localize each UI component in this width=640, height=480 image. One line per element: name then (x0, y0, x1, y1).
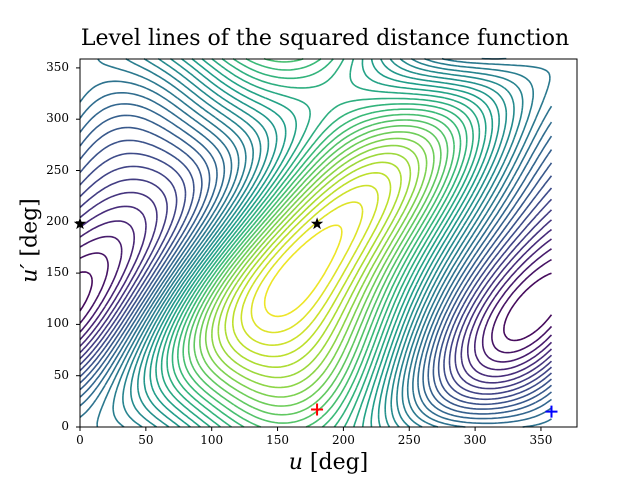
contour-level (232, 172, 392, 358)
x-unit: [deg] (302, 450, 369, 475)
chart-title: Level lines of the squared distance func… (80, 26, 570, 51)
plus-marker-icon (545, 405, 558, 418)
contour-level (79, 114, 553, 415)
contour-level (166, 58, 474, 428)
contour-level (250, 201, 364, 334)
contour-level (130, 57, 515, 428)
axes-frame (79, 58, 578, 428)
y-tick-label: 50 (53, 367, 69, 382)
tick-marks (76, 67, 542, 431)
contour-level (122, 58, 524, 428)
x-tick-label: 100 (200, 433, 224, 447)
contour-level (240, 184, 379, 346)
x-var: u (288, 450, 303, 475)
contour-level (204, 137, 428, 398)
contour-level (193, 125, 442, 416)
star-marker-icon (310, 217, 324, 230)
contour-level (79, 191, 553, 384)
contour-level (224, 161, 402, 368)
contour-level (263, 224, 343, 318)
contour-level (149, 58, 494, 428)
contour-level (160, 58, 481, 428)
y-tick-label: 150 (46, 265, 69, 280)
y-tick-label: 100 (46, 316, 69, 331)
x-axis-label: u [deg] (80, 450, 577, 475)
contour-level (171, 58, 468, 428)
contour-level (211, 144, 420, 389)
contour-level (79, 220, 553, 371)
x-tick-label: 350 (529, 433, 553, 447)
contour-level (79, 165, 553, 395)
contour-level (137, 58, 508, 428)
star-marker-icon (73, 217, 87, 230)
y-tick-label: 350 (46, 59, 69, 74)
contour-level (79, 235, 553, 363)
contour-level (96, 57, 551, 428)
contour-level (79, 92, 553, 425)
contour-level (187, 119, 449, 424)
contour-level (143, 58, 500, 428)
x-tick-label: 250 (397, 433, 421, 447)
y-tick-label: 250 (46, 162, 69, 177)
x-tick-label: 150 (266, 433, 289, 447)
x-tick-label: 0 (76, 433, 84, 447)
contour-level (79, 57, 553, 428)
x-tick-label: 50 (138, 433, 154, 447)
contour-level (155, 58, 487, 428)
contour-level (79, 126, 553, 410)
markers (73, 217, 558, 418)
contour-level (177, 57, 462, 428)
contour-level (182, 57, 455, 428)
y-tick-label: 0 (61, 419, 69, 433)
contour-level (199, 131, 435, 407)
y-unit: [deg] (17, 198, 43, 264)
y-tick-label: 300 (46, 111, 69, 126)
contour-level (79, 205, 553, 378)
contour-lines (79, 57, 553, 428)
contour-level (112, 57, 534, 428)
x-tick-label: 300 (463, 433, 487, 447)
contour-level (79, 103, 553, 420)
contour-level (217, 152, 412, 379)
contour-level (79, 252, 553, 354)
plus-marker-icon (311, 403, 324, 416)
y-tick-label: 200 (46, 213, 69, 228)
contour-level (79, 152, 553, 401)
contour-level (79, 178, 553, 390)
contour-level (79, 139, 553, 406)
x-tick-label: 200 (331, 433, 355, 447)
contour-level (79, 271, 553, 342)
